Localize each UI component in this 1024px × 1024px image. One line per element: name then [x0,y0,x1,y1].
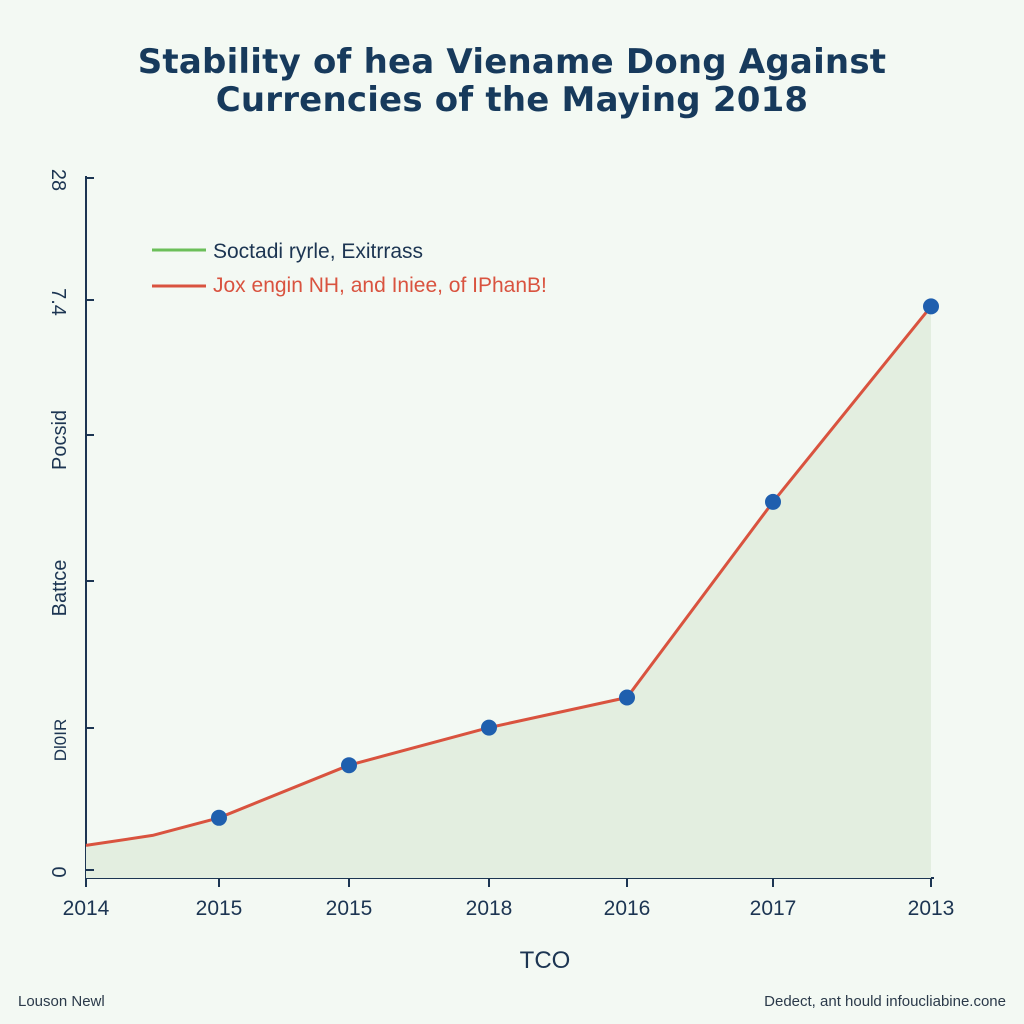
y-axis-label-2: Battce [49,560,71,617]
chart-title-line-2: Currencies of the Maying 2018 [215,80,809,120]
data-point-5 [765,493,781,510]
area-fill [86,306,931,878]
legend-label-green: Soctadi ryrle, Exitrrass [213,240,423,263]
y-axis-label-3: Dl0IR [51,719,70,762]
x-tick-label-5: 2016 [604,897,651,920]
x-tick-label-7: 2013 [908,897,955,920]
y-tick-label-5: 7.4 [47,288,69,316]
chart-title-line-1: Stability of hea Viename Dong Against [137,42,887,82]
data-point-3 [481,719,497,736]
data-point-2 [341,757,357,774]
data-point-4 [619,689,635,706]
x-axis-title: TCO [520,947,571,974]
legend-label-red: Jox engin NH, and Iniee, of IPhanB! [213,274,547,297]
x-tick-label-2: 2015 [196,897,243,920]
x-tick-label-4: 2018 [466,897,513,920]
data-point-6 [923,298,939,315]
y-tick-label-6: 28 [47,169,69,191]
footer-right: Dedect, ant hould infoucliabine.cone [764,993,1006,1010]
x-tick-label-6: 2017 [750,897,797,920]
footer-left: Louson Newl [18,993,105,1010]
x-tick-label-3: 2015 [326,897,373,920]
series-line [85,305,933,847]
y-tick-label-1: 0 [47,866,69,877]
y-axis-label-1: Pocsid [49,410,71,470]
x-tick-label-1: 2014 [63,897,110,920]
data-point-1 [211,809,227,826]
